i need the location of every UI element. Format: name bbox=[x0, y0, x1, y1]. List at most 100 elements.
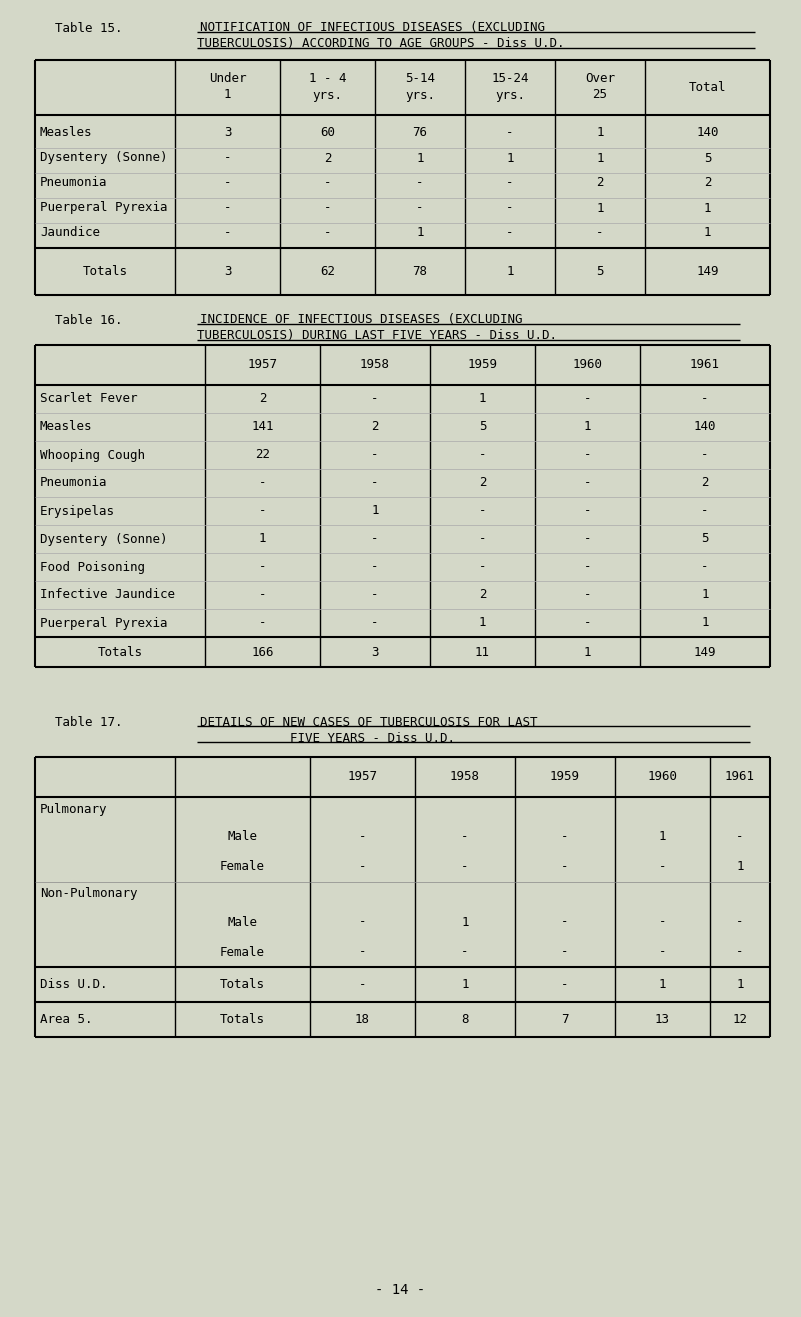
Text: Male: Male bbox=[227, 831, 257, 843]
Text: 1: 1 bbox=[584, 645, 591, 658]
Text: 25: 25 bbox=[593, 88, 607, 101]
Text: Scarlet Fever: Scarlet Fever bbox=[40, 392, 138, 406]
Text: Non-Pulmonary: Non-Pulmonary bbox=[40, 888, 138, 901]
Text: Dysentery (Sonne): Dysentery (Sonne) bbox=[40, 151, 167, 165]
Text: 2: 2 bbox=[704, 176, 711, 190]
Text: 166: 166 bbox=[252, 645, 274, 658]
Text: Total: Total bbox=[689, 82, 727, 94]
Text: -: - bbox=[658, 946, 666, 959]
Text: -: - bbox=[259, 616, 266, 630]
Text: Measles: Measles bbox=[40, 126, 92, 140]
Text: 2: 2 bbox=[479, 477, 486, 490]
Text: -: - bbox=[736, 946, 744, 959]
Text: 1: 1 bbox=[506, 265, 513, 278]
Text: -: - bbox=[461, 946, 469, 959]
Text: 1961: 1961 bbox=[725, 770, 755, 784]
Text: 2: 2 bbox=[596, 176, 604, 190]
Text: - 14 -: - 14 - bbox=[375, 1283, 425, 1297]
Text: -: - bbox=[658, 915, 666, 928]
Text: 1 - 4: 1 - 4 bbox=[308, 71, 346, 84]
Text: 12: 12 bbox=[732, 1013, 747, 1026]
Text: 11: 11 bbox=[475, 645, 490, 658]
Text: -: - bbox=[479, 532, 486, 545]
Text: -: - bbox=[371, 561, 379, 573]
Text: 7: 7 bbox=[562, 1013, 569, 1026]
Text: -: - bbox=[562, 860, 569, 873]
Text: 5: 5 bbox=[596, 265, 604, 278]
Text: 1: 1 bbox=[596, 151, 604, 165]
Text: Totals: Totals bbox=[220, 1013, 265, 1026]
Text: -: - bbox=[506, 126, 513, 140]
Text: 62: 62 bbox=[320, 265, 335, 278]
Text: 15-24: 15-24 bbox=[491, 71, 529, 84]
Text: -: - bbox=[584, 532, 591, 545]
Text: 1: 1 bbox=[479, 616, 486, 630]
Text: 22: 22 bbox=[255, 449, 270, 461]
Text: 1960: 1960 bbox=[647, 770, 678, 784]
Text: Pneumonia: Pneumonia bbox=[40, 176, 107, 190]
Text: -: - bbox=[658, 860, 666, 873]
Text: -: - bbox=[259, 504, 266, 518]
Text: 1: 1 bbox=[596, 126, 604, 140]
Text: 2: 2 bbox=[324, 151, 332, 165]
Text: -: - bbox=[371, 477, 379, 490]
Text: Puerperal Pyrexia: Puerperal Pyrexia bbox=[40, 202, 167, 215]
Text: -: - bbox=[506, 202, 513, 215]
Text: 1: 1 bbox=[506, 151, 513, 165]
Text: 1957: 1957 bbox=[348, 770, 377, 784]
Text: -: - bbox=[584, 392, 591, 406]
Text: 8: 8 bbox=[461, 1013, 469, 1026]
Text: 149: 149 bbox=[696, 265, 718, 278]
Text: 1: 1 bbox=[461, 979, 469, 990]
Text: -: - bbox=[371, 589, 379, 602]
Text: -: - bbox=[506, 176, 513, 190]
Text: 1: 1 bbox=[658, 831, 666, 843]
Text: DETAILS OF NEW CASES OF TUBERCULOSIS FOR LAST: DETAILS OF NEW CASES OF TUBERCULOSIS FOR… bbox=[200, 715, 537, 728]
Text: 1: 1 bbox=[736, 979, 744, 990]
Text: -: - bbox=[584, 449, 591, 461]
Text: 18: 18 bbox=[355, 1013, 370, 1026]
Text: Jaundice: Jaundice bbox=[40, 227, 100, 240]
Text: -: - bbox=[479, 449, 486, 461]
Text: Female: Female bbox=[220, 860, 265, 873]
Text: 1: 1 bbox=[701, 616, 709, 630]
Text: -: - bbox=[371, 449, 379, 461]
Text: 5-14: 5-14 bbox=[405, 71, 435, 84]
Text: TUBERCULOSIS) ACCORDING TO AGE GROUPS - Diss U.D.: TUBERCULOSIS) ACCORDING TO AGE GROUPS - … bbox=[197, 37, 565, 50]
Text: 149: 149 bbox=[694, 645, 716, 658]
Text: -: - bbox=[736, 831, 744, 843]
Text: -: - bbox=[223, 176, 231, 190]
Text: -: - bbox=[584, 504, 591, 518]
Text: Measles: Measles bbox=[40, 420, 92, 433]
Text: -: - bbox=[461, 860, 469, 873]
Text: -: - bbox=[259, 589, 266, 602]
Text: -: - bbox=[359, 946, 366, 959]
Text: Table 16.: Table 16. bbox=[55, 313, 123, 327]
Text: -: - bbox=[359, 860, 366, 873]
Text: Pulmonary: Pulmonary bbox=[40, 802, 107, 815]
Text: -: - bbox=[506, 227, 513, 240]
Text: Infective Jaundice: Infective Jaundice bbox=[40, 589, 175, 602]
Text: Puerperal Pyrexia: Puerperal Pyrexia bbox=[40, 616, 167, 630]
Text: 3: 3 bbox=[371, 645, 379, 658]
Text: -: - bbox=[584, 561, 591, 573]
Text: -: - bbox=[371, 616, 379, 630]
Text: Pneumonia: Pneumonia bbox=[40, 477, 107, 490]
Text: -: - bbox=[701, 392, 709, 406]
Text: -: - bbox=[584, 616, 591, 630]
Text: -: - bbox=[324, 176, 332, 190]
Text: 1: 1 bbox=[584, 420, 591, 433]
Text: -: - bbox=[479, 561, 486, 573]
Text: Diss U.D.: Diss U.D. bbox=[40, 979, 107, 990]
Text: -: - bbox=[359, 915, 366, 928]
Text: -: - bbox=[324, 227, 332, 240]
Text: -: - bbox=[259, 477, 266, 490]
Text: TUBERCULOSIS) DURING LAST FIVE YEARS - Diss U.D.: TUBERCULOSIS) DURING LAST FIVE YEARS - D… bbox=[197, 329, 557, 342]
Text: -: - bbox=[562, 946, 569, 959]
Text: -: - bbox=[417, 202, 424, 215]
Text: Whooping Cough: Whooping Cough bbox=[40, 449, 145, 461]
Text: -: - bbox=[562, 915, 569, 928]
Text: 1: 1 bbox=[371, 504, 379, 518]
Text: 140: 140 bbox=[694, 420, 716, 433]
Text: 1: 1 bbox=[417, 151, 424, 165]
